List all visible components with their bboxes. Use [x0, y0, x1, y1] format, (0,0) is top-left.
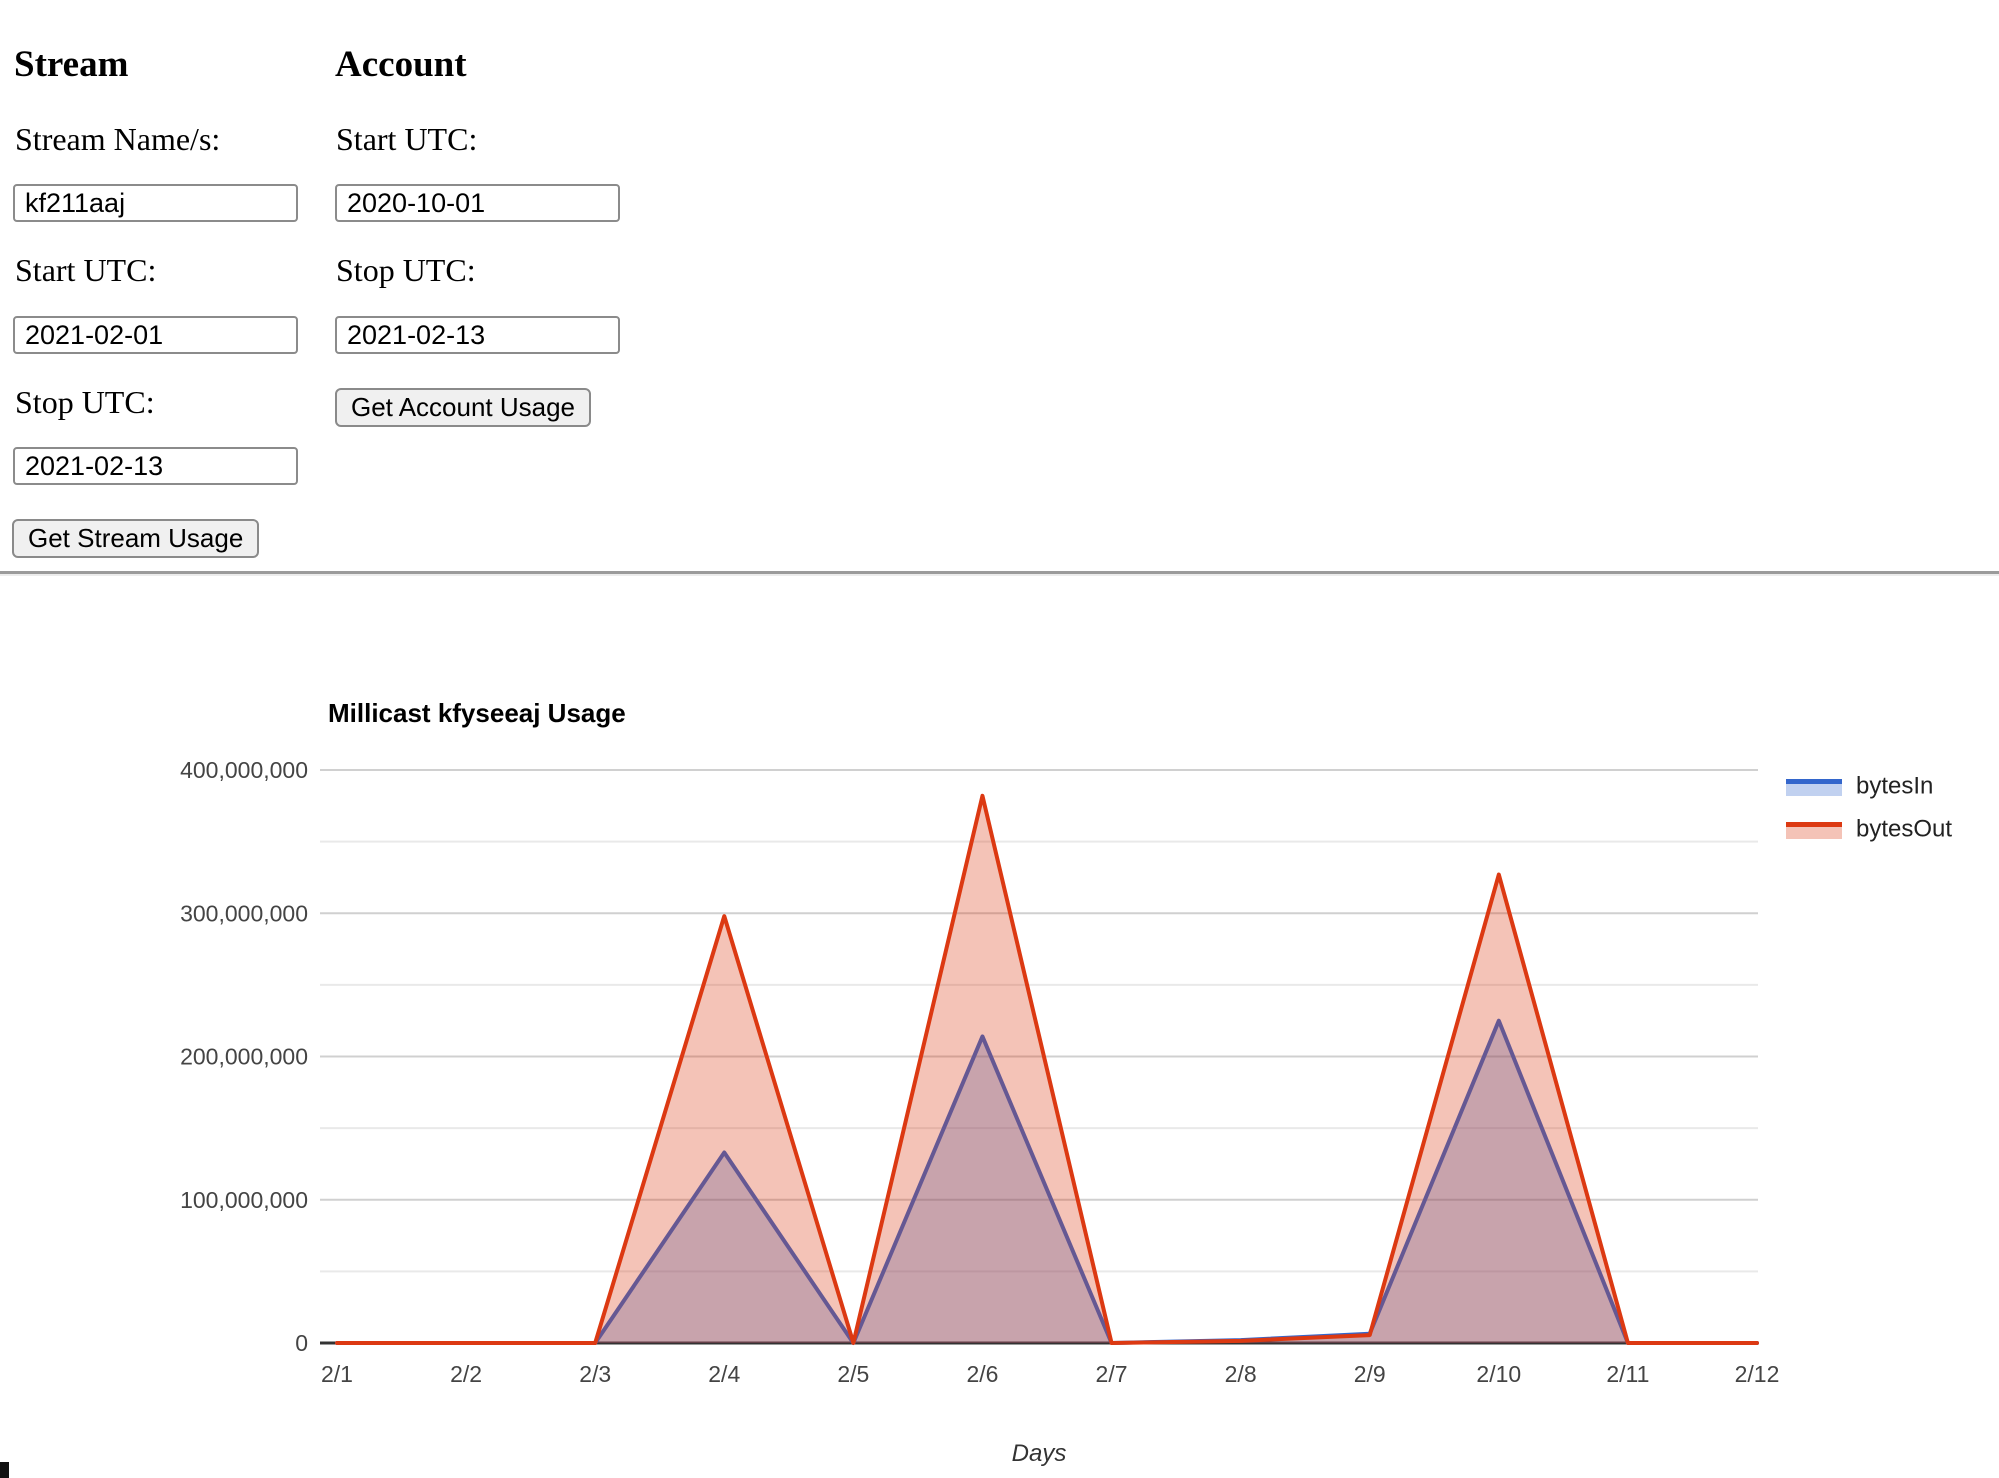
x-axis-tick-label: 2/3	[579, 1361, 611, 1387]
x-axis-tick-label: 2/6	[966, 1361, 998, 1387]
stream-stop-utc-label: Stop UTC:	[15, 384, 155, 420]
y-axis-tick-label: 400,000,000	[180, 757, 308, 783]
account-start-utc-input[interactable]	[335, 184, 620, 222]
series-area-bytesOut[interactable]	[337, 795, 1757, 1343]
get-stream-usage-button[interactable]: Get Stream Usage	[12, 519, 260, 558]
get-account-usage-button[interactable]: Get Account Usage	[335, 388, 592, 427]
series-line-bytesOut[interactable]	[335, 793, 1759, 1345]
stream-name-label: Stream Name/s:	[15, 121, 221, 157]
legend-line-swatch	[1786, 779, 1842, 784]
account-stop-utc-input[interactable]	[335, 316, 620, 354]
legend-line-swatch	[1786, 822, 1842, 827]
stream-start-utc-label: Start UTC:	[15, 252, 157, 288]
chart-title: Millicast kfyseeaj Usage	[328, 698, 626, 728]
section-divider	[0, 571, 1999, 574]
usage-chart-svg[interactable]: 0 100,000,000 200,000,000 300,000,000 400,00…	[0, 640, 1999, 1478]
x-axis-tick-label: 2/4	[708, 1361, 740, 1387]
account-section-heading: Account	[335, 44, 467, 85]
usage-area-chart[interactable]: 0 100,000,000 200,000,000 300,000,000 400,00…	[0, 640, 1999, 1478]
legend-area-swatch	[1786, 784, 1842, 796]
x-axis-tick-label: 2/5	[837, 1361, 869, 1387]
account-stop-utc-label: Stop UTC:	[336, 252, 476, 288]
y-axis-tick-label: 100,000,000	[180, 1187, 308, 1213]
stream-start-utc-input[interactable]	[13, 316, 298, 354]
y-axis-tick-label: 200,000,000	[180, 1044, 308, 1070]
legend-area-swatch	[1786, 827, 1842, 839]
x-axis-tick-label: 2/10	[1476, 1361, 1521, 1387]
x-axis-tick-label: 2/8	[1225, 1361, 1257, 1387]
y-axis-tick-label: 0	[295, 1330, 308, 1356]
x-axis-tick-label: 2/7	[1096, 1361, 1128, 1387]
x-axis-tick-label: 2/2	[450, 1361, 482, 1387]
stream-section-heading: Stream	[14, 44, 129, 85]
legend-label-bytesOut: bytesOut	[1856, 816, 1952, 843]
stream-stop-utc-input[interactable]	[13, 447, 298, 485]
screen-artifact	[0, 1462, 9, 1478]
series-area-bytesIn[interactable]	[337, 1020, 1757, 1343]
x-axis-tick-label: 2/12	[1735, 1361, 1780, 1387]
legend-label-bytesIn: bytesIn	[1856, 773, 1933, 800]
x-axis-tick-label: 2/11	[1606, 1361, 1649, 1387]
y-axis-tick-label: 300,000,000	[180, 900, 308, 926]
x-axis-tick-label: 2/9	[1354, 1361, 1386, 1387]
x-axis-title: Days	[1012, 1440, 1067, 1467]
x-axis-tick-label: 2/1	[321, 1361, 353, 1387]
account-start-utc-label: Start UTC:	[336, 121, 478, 157]
stream-name-input[interactable]	[13, 184, 298, 222]
